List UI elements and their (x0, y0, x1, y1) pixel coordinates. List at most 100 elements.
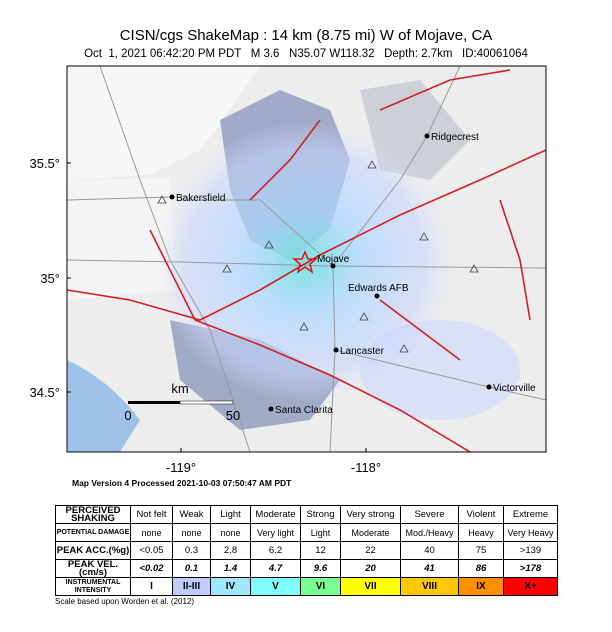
lon-label: -118° (351, 460, 381, 475)
legend-cell: 0.3 (172, 541, 211, 560)
legend-cell: Strong (300, 505, 341, 524)
legend-cell: IX (458, 577, 504, 596)
legend-cell: Severe (400, 505, 459, 524)
legend-cell: 6.2 (250, 541, 301, 560)
roads (67, 66, 546, 452)
valley (67, 178, 175, 300)
place-dot (374, 293, 380, 299)
legend-cell: <0.05 (130, 541, 173, 560)
map-frame (66, 65, 547, 453)
legend-row-label: PERCEIVED SHAKING (55, 505, 131, 524)
place-label: Ridgecrest (431, 132, 479, 143)
legend-cell: 41 (400, 559, 459, 578)
legend-cell: 9.6 (300, 559, 341, 578)
place-label: Mojave (317, 254, 350, 265)
place-label: Bakersfield (176, 193, 225, 204)
legend-cell: I (130, 577, 173, 596)
legend-row: PEAK VEL.(cm/s) <0.02 0.1 1.4 4.7 9.6 20 41 86 >1… (55, 559, 558, 578)
legend-row: PERCEIVED SHAKING Not felt Weak Light Modera… (55, 505, 558, 524)
place-dot (486, 384, 492, 390)
legend-cell: 12 (300, 541, 341, 560)
place-label: Victorville (493, 383, 536, 394)
legend-cell: VI (300, 577, 341, 596)
legend-cell: 22 (340, 541, 401, 560)
lon-labels: -119° -118° (166, 448, 381, 475)
legend-cell: 2.8 (210, 541, 251, 560)
place-label: Santa Clarita (275, 405, 333, 416)
legend-cell: none (210, 523, 251, 542)
legend-cell: Violent (458, 505, 504, 524)
map (67, 66, 546, 452)
lat-labels: 35.5° 35° 34.5° (29, 156, 71, 400)
legend-cell: Light (210, 505, 251, 524)
legend-cell: VII (340, 577, 401, 596)
place-dot (333, 347, 339, 353)
legend-cell: Heavy (458, 523, 504, 542)
legend-cell: 86 (458, 559, 504, 578)
processed-note: Map Version 4 Processed 2021-10-03 07:50… (72, 478, 292, 488)
legend-cell: 20 (340, 559, 401, 578)
place-dot (424, 133, 430, 139)
lon-label: -119° (166, 460, 196, 475)
intensity-legend: PERCEIVED SHAKING Not felt Weak Light Modera… (55, 505, 558, 596)
legend-cell: Extreme (503, 505, 558, 524)
legend-cell: Moderate (340, 523, 401, 542)
legend-cell: >139 (503, 541, 558, 560)
legend-cell: Very light (250, 523, 301, 542)
scale-bar-segment (179, 400, 234, 405)
legend-cell: <0.02 (130, 559, 173, 578)
legend-cell: 40 (400, 541, 459, 560)
legend-row: INSTRUMENTAL INTENSITY I II-III IV V VI VII VII… (55, 577, 558, 596)
title: CISN/cgs ShakeMap : 14 km (8.75 mi) W of… (120, 27, 493, 44)
intensity-area (360, 320, 520, 420)
legend-cell: 1.4 (210, 559, 251, 578)
legend-row-label: PEAK VEL.(cm/s) (55, 559, 131, 578)
legend-cell: Light (300, 523, 341, 542)
place-label: Edwards AFB (348, 283, 409, 294)
legend-cell: X+ (503, 577, 558, 596)
lat-label: 35° (40, 271, 60, 286)
lat-label: 35.5° (29, 156, 60, 171)
legend-row-label: PEAK ACC.(%g) (55, 541, 131, 560)
intensity-area (155, 122, 455, 402)
legend-cell: 4.7 (250, 559, 301, 578)
place-dot (268, 406, 274, 412)
scale-unit: km (171, 381, 188, 396)
legend-cell: 75 (458, 541, 504, 560)
legend-row-label: POTENTIAL DAMAGE (55, 523, 131, 542)
legend-cell: Very Heavy (503, 523, 558, 542)
valley (67, 66, 260, 180)
lat-label: 34.5° (29, 385, 60, 400)
place-dot (330, 263, 336, 269)
legend-cell: none (172, 523, 211, 542)
legend-row: PEAK ACC.(%g) <0.05 0.3 2.8 6.2 12 22 40 75 >139 (55, 541, 558, 560)
legend-cell: >178 (503, 559, 558, 578)
scale-label: 50 (226, 408, 240, 423)
footnote: Scale based upon Worden et al. (2012) (55, 597, 195, 606)
epicenter (291, 250, 319, 274)
scale-label: 0 (124, 408, 131, 423)
map-figure: CISN/cgs ShakeMap : 14 km (8.75 mi) W of… (29, 27, 547, 475)
place-dot (169, 194, 175, 200)
legend-cell: IV (210, 577, 251, 596)
scale-bar: km 0 50 (124, 381, 240, 423)
legend-cell: II-III (172, 577, 211, 596)
legend-cell: Very strong (340, 505, 401, 524)
subtitle: Oct 1, 2021 06:42:20 PM PDT M 3.6 N35.07… (84, 48, 528, 60)
ocean (67, 360, 140, 452)
legend-cell: Moderate (250, 505, 301, 524)
places: Ridgecrest Bakersfield Mojave Edwards AF… (169, 132, 536, 416)
place-label: Lancaster (340, 346, 385, 357)
legend-cell: none (130, 523, 173, 542)
legend-cell: V (250, 577, 301, 596)
legend-row: POTENTIAL DAMAGE none none none Very light Li… (55, 523, 558, 542)
legend-cell: Mod./Heavy (400, 523, 459, 542)
legend-cell: Weak (172, 505, 211, 524)
legend-cell: VIII (400, 577, 459, 596)
faults (67, 69, 546, 452)
legend-cell: 0.1 (172, 559, 211, 578)
stations (157, 160, 479, 353)
legend-row-label: INSTRUMENTAL INTENSITY (55, 577, 131, 596)
legend-cell: Not felt (130, 505, 173, 524)
